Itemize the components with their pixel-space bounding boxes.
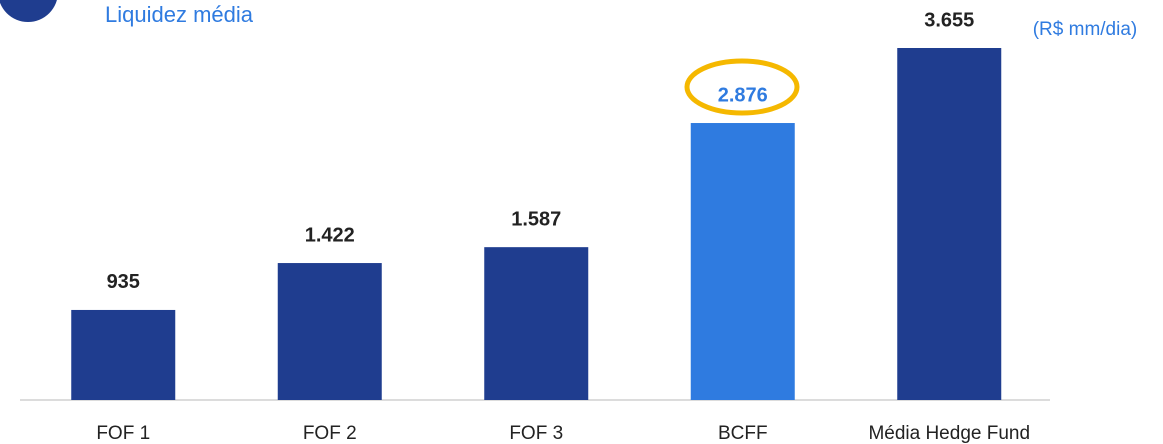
unit-annotation: (R$ mm/dia): [1033, 19, 1138, 40]
x-tick-label: FOF 1: [96, 423, 150, 444]
chart-title: Liquidez média: [105, 2, 254, 27]
value-label: 1.422: [305, 224, 355, 246]
bar: [71, 309, 176, 400]
x-tick-label: BCFF: [718, 423, 768, 444]
value-label: 1.587: [511, 208, 561, 230]
bar: [690, 123, 795, 400]
x-tick-label: Média Hedge Fund: [868, 423, 1030, 444]
value-label: 2.876: [718, 84, 768, 106]
value-label: 3.655: [924, 9, 974, 31]
decor-circle: [0, 0, 57, 22]
x-tick-label: FOF 2: [303, 423, 357, 444]
bar: [277, 263, 382, 400]
value-label: 935: [107, 271, 140, 293]
highlight-ellipse: [684, 58, 800, 116]
bar: [897, 48, 1002, 400]
x-tick-label: FOF 3: [509, 423, 563, 444]
bar: [484, 247, 589, 400]
